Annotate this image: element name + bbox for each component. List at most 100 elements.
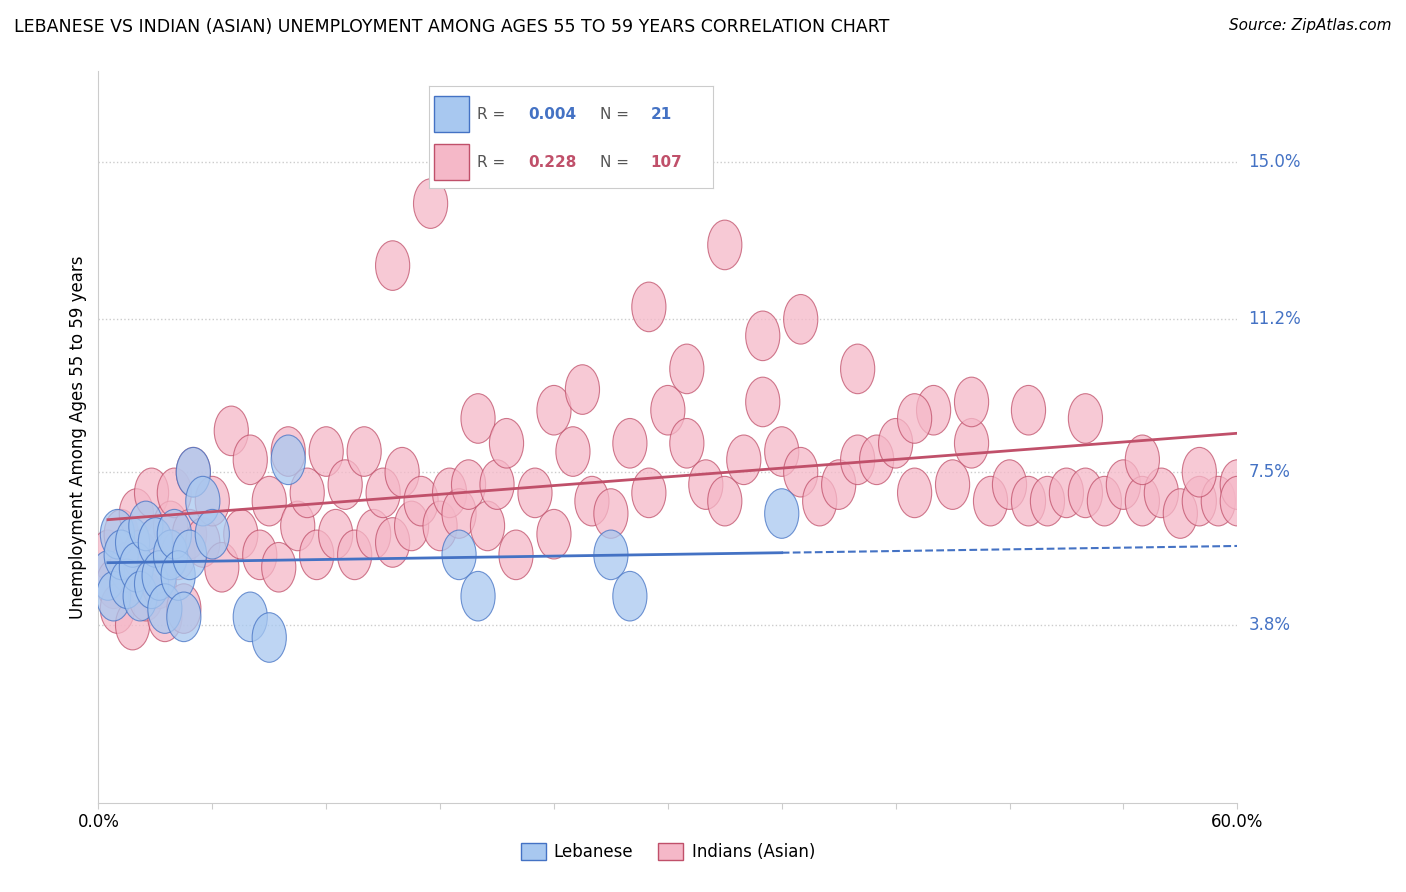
- Ellipse shape: [1069, 468, 1102, 517]
- Ellipse shape: [281, 501, 315, 550]
- Ellipse shape: [441, 530, 477, 580]
- Ellipse shape: [153, 530, 187, 580]
- Ellipse shape: [375, 517, 409, 567]
- Ellipse shape: [176, 448, 211, 497]
- Ellipse shape: [347, 426, 381, 476]
- Ellipse shape: [162, 530, 195, 580]
- Ellipse shape: [120, 542, 153, 592]
- Ellipse shape: [385, 448, 419, 497]
- Ellipse shape: [955, 418, 988, 468]
- Ellipse shape: [461, 572, 495, 621]
- Ellipse shape: [565, 365, 599, 415]
- Ellipse shape: [651, 385, 685, 435]
- Ellipse shape: [897, 468, 932, 517]
- Ellipse shape: [897, 393, 932, 443]
- Ellipse shape: [167, 583, 201, 633]
- Ellipse shape: [1069, 393, 1102, 443]
- Ellipse shape: [783, 448, 818, 497]
- Ellipse shape: [593, 489, 628, 539]
- Ellipse shape: [1201, 476, 1236, 526]
- Ellipse shape: [104, 530, 138, 580]
- Ellipse shape: [841, 344, 875, 393]
- Ellipse shape: [537, 385, 571, 435]
- Ellipse shape: [745, 377, 780, 426]
- Text: 7.5%: 7.5%: [1249, 463, 1291, 481]
- Ellipse shape: [935, 459, 970, 509]
- Ellipse shape: [555, 426, 591, 476]
- Ellipse shape: [243, 530, 277, 580]
- Ellipse shape: [173, 509, 207, 559]
- Ellipse shape: [97, 559, 131, 608]
- Ellipse shape: [176, 448, 211, 497]
- Ellipse shape: [479, 459, 515, 509]
- Ellipse shape: [841, 435, 875, 484]
- Ellipse shape: [224, 509, 257, 559]
- Text: 11.2%: 11.2%: [1249, 310, 1301, 328]
- Ellipse shape: [879, 418, 912, 468]
- Ellipse shape: [1107, 459, 1140, 509]
- Ellipse shape: [821, 459, 856, 509]
- Ellipse shape: [115, 600, 149, 650]
- Ellipse shape: [124, 572, 157, 621]
- Ellipse shape: [366, 468, 401, 517]
- Ellipse shape: [1011, 385, 1046, 435]
- Ellipse shape: [328, 459, 363, 509]
- Ellipse shape: [631, 468, 666, 517]
- Ellipse shape: [783, 294, 818, 344]
- Ellipse shape: [290, 468, 325, 517]
- Ellipse shape: [233, 592, 267, 641]
- Ellipse shape: [309, 426, 343, 476]
- Ellipse shape: [395, 501, 429, 550]
- Ellipse shape: [319, 509, 353, 559]
- Ellipse shape: [173, 530, 207, 580]
- Ellipse shape: [613, 418, 647, 468]
- Ellipse shape: [1182, 448, 1216, 497]
- Ellipse shape: [1031, 476, 1064, 526]
- Ellipse shape: [357, 509, 391, 559]
- Ellipse shape: [299, 530, 333, 580]
- Ellipse shape: [1087, 476, 1122, 526]
- Ellipse shape: [186, 517, 219, 567]
- Ellipse shape: [1125, 476, 1160, 526]
- Ellipse shape: [451, 459, 485, 509]
- Ellipse shape: [167, 592, 201, 641]
- Ellipse shape: [499, 530, 533, 580]
- Ellipse shape: [765, 426, 799, 476]
- Ellipse shape: [91, 550, 125, 600]
- Ellipse shape: [100, 583, 135, 633]
- Ellipse shape: [404, 476, 439, 526]
- Ellipse shape: [955, 377, 988, 426]
- Ellipse shape: [135, 468, 169, 517]
- Ellipse shape: [195, 509, 229, 559]
- Ellipse shape: [1182, 476, 1216, 526]
- Ellipse shape: [461, 393, 495, 443]
- Ellipse shape: [1163, 489, 1198, 539]
- Ellipse shape: [138, 517, 173, 567]
- Ellipse shape: [765, 489, 799, 539]
- Ellipse shape: [803, 476, 837, 526]
- Ellipse shape: [537, 509, 571, 559]
- Ellipse shape: [973, 476, 1008, 526]
- Ellipse shape: [707, 476, 742, 526]
- Ellipse shape: [148, 583, 181, 633]
- Ellipse shape: [91, 530, 125, 580]
- Ellipse shape: [489, 418, 523, 468]
- Ellipse shape: [1125, 435, 1160, 484]
- Ellipse shape: [669, 418, 704, 468]
- Ellipse shape: [575, 476, 609, 526]
- Ellipse shape: [1011, 476, 1046, 526]
- Ellipse shape: [859, 435, 894, 484]
- Ellipse shape: [233, 435, 267, 484]
- Ellipse shape: [689, 459, 723, 509]
- Ellipse shape: [423, 501, 457, 550]
- Ellipse shape: [104, 509, 138, 559]
- Ellipse shape: [138, 517, 173, 567]
- Ellipse shape: [631, 282, 666, 332]
- Ellipse shape: [1220, 459, 1254, 509]
- Ellipse shape: [135, 559, 169, 608]
- Ellipse shape: [148, 592, 181, 641]
- Y-axis label: Unemployment Among Ages 55 to 59 years: Unemployment Among Ages 55 to 59 years: [69, 255, 87, 619]
- Ellipse shape: [593, 530, 628, 580]
- Ellipse shape: [195, 476, 229, 526]
- Ellipse shape: [441, 489, 477, 539]
